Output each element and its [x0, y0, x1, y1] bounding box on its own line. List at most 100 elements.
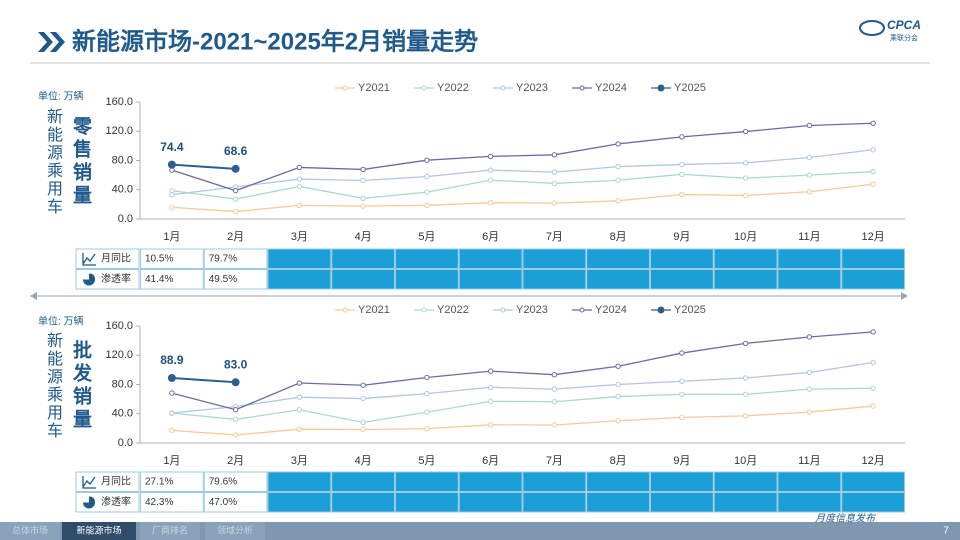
table-cell	[841, 248, 905, 269]
data-point	[232, 416, 239, 423]
data-point	[424, 157, 430, 163]
data-point	[487, 398, 494, 404]
data-point	[424, 390, 430, 397]
x-tick-label: 12月	[862, 231, 885, 243]
data-point	[424, 173, 430, 180]
series-line	[171, 122, 874, 192]
x-tick-label: 10月	[734, 231, 757, 243]
y-tick-label: 40.0	[112, 184, 133, 196]
data-point	[232, 432, 239, 438]
table-row-header	[75, 248, 140, 269]
data-point	[679, 171, 685, 178]
table-cell	[203, 248, 268, 269]
table-cell	[777, 248, 842, 269]
page-number: 7	[943, 526, 949, 537]
legend-marker	[657, 306, 665, 314]
table-cell-text: 27.1%	[145, 476, 173, 487]
data-point	[296, 426, 303, 432]
legend-label: Y2022	[437, 304, 469, 316]
x-tick-label: 9月	[673, 455, 690, 467]
data-point	[870, 168, 876, 175]
y-tick-label: 160.0	[105, 96, 133, 108]
table-row-label: 月同比	[101, 475, 131, 487]
data-point	[424, 374, 430, 381]
data-point	[742, 391, 749, 398]
table-cell	[458, 248, 523, 269]
table-cell	[458, 269, 523, 290]
x-tick-label: 2月	[227, 455, 244, 467]
x-tick-label: 3月	[291, 231, 308, 243]
x-tick-label: 4月	[355, 455, 372, 467]
legend-marker	[342, 307, 348, 313]
data-point	[742, 192, 749, 199]
data-point	[806, 369, 813, 376]
data-point	[870, 147, 876, 153]
table-cell	[713, 492, 778, 513]
table-cell	[331, 269, 395, 290]
table-cell	[140, 492, 204, 513]
data-point	[487, 199, 494, 206]
slide-title: 新能源市场-2021~2025年2月销量走势	[72, 27, 478, 55]
data-point	[231, 378, 240, 387]
table-cell	[777, 269, 842, 290]
data-point	[169, 390, 175, 396]
data-point	[296, 407, 303, 413]
data-point	[424, 202, 430, 209]
x-tick-label: 1月	[163, 231, 180, 243]
series-line	[171, 376, 236, 384]
data-point	[806, 386, 813, 392]
data-point	[742, 340, 749, 347]
data-point	[360, 203, 366, 209]
side-label: 新能源乘用车	[44, 108, 61, 216]
data-point	[487, 167, 494, 173]
data-point	[551, 169, 558, 175]
legend-marker	[657, 84, 665, 92]
x-tick-label: 7月	[546, 231, 563, 243]
table-cell	[140, 269, 204, 290]
data-point	[615, 381, 621, 388]
data-point	[806, 189, 813, 195]
data-point	[487, 422, 494, 428]
data-point	[296, 202, 303, 209]
y-tick-label: 160.0	[105, 320, 133, 332]
data-point	[679, 161, 685, 168]
data-point	[742, 413, 749, 419]
table-cell	[331, 492, 395, 513]
legend-label: Y2025	[674, 82, 706, 94]
table-cell	[650, 248, 714, 269]
table-cell	[331, 471, 395, 492]
legend-label: Y2022	[437, 82, 469, 94]
data-point	[615, 163, 621, 170]
data-point	[169, 427, 175, 434]
footer-tab	[0, 522, 60, 540]
legend-marker	[579, 85, 585, 91]
data-point	[487, 368, 494, 374]
legend-label: Y2024	[595, 82, 627, 94]
table-cell-text: 41.4%	[145, 274, 173, 285]
data-point	[296, 394, 303, 400]
data-point	[231, 164, 240, 173]
data-point	[360, 382, 366, 388]
data-label: 68.6	[224, 144, 248, 158]
data-point	[679, 191, 685, 198]
data-point	[487, 153, 494, 160]
table-cell	[458, 471, 523, 492]
data-point	[742, 160, 749, 166]
data-point	[167, 373, 176, 382]
data-point	[551, 399, 558, 405]
table-cell	[203, 269, 268, 290]
x-tick-label: 3月	[291, 455, 308, 467]
data-point	[167, 160, 176, 169]
series-line	[171, 163, 236, 170]
table-cell-text: 79.7%	[209, 253, 237, 264]
data-point	[424, 425, 430, 432]
data-point	[360, 177, 366, 184]
x-tick-label: 4月	[355, 231, 372, 243]
table-cell	[395, 248, 459, 269]
data-point	[296, 183, 303, 190]
data-point	[232, 196, 239, 202]
y-tick-label: 0.0	[118, 437, 133, 449]
footer-tab	[62, 522, 136, 540]
